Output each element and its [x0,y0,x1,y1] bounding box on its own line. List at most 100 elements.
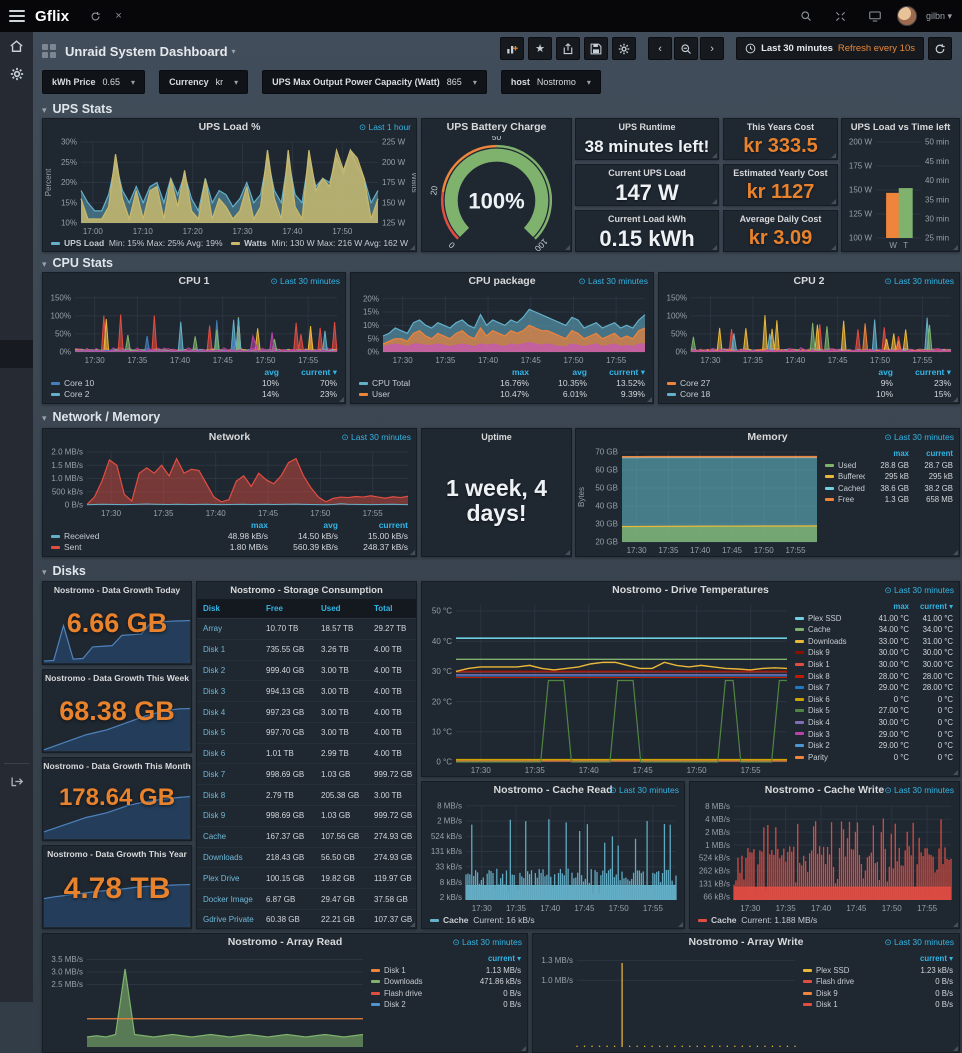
disk-link[interactable]: Disk 2 [197,661,260,682]
search-icon[interactable] [800,10,812,22]
disk-link[interactable]: Disk 3 [197,681,260,703]
variable-kwh-price[interactable]: kWh Price 0.65 ▾ [42,70,146,94]
sidebar-item-settings[interactable] [0,60,33,88]
sidebar-item-app-ubiquiti[interactable] [0,452,33,480]
row-ups-stats[interactable]: ▾ UPS Stats [42,102,113,116]
sidebar-item-app-shield[interactable] [0,368,33,396]
panel-time-link[interactable]: ⊙ Last 30 minutes [452,937,523,947]
legend-item[interactable]: Cache Current: 16 kB/s [430,915,535,925]
legend-item[interactable]: Disk 8 [795,671,865,683]
legend-item[interactable]: Disk 9 [803,988,889,1000]
sidebar-item-app-light[interactable] [0,228,33,256]
legend-item[interactable]: CPU Total [359,378,471,389]
disk-link[interactable]: Disk 1 [197,640,260,661]
share-button[interactable] [556,37,581,60]
disk-link[interactable]: Docker Image [197,889,260,910]
save-button[interactable] [584,37,609,60]
panel-time-link[interactable]: ⊙ Last 30 minutes [270,276,341,286]
disk-link[interactable]: Disk 9 [197,806,260,827]
close-icon[interactable]: × [115,10,122,22]
legend-item[interactable]: Disk 1 [795,659,865,671]
legend-item[interactable]: Buffered [825,471,865,483]
add-panel-button[interactable] [500,37,525,60]
sidebar-item-app-drop[interactable] [0,676,33,704]
variable-ups-max-output[interactable]: UPS Max Output Power Capacity (Watt) 865 ▾ [262,70,487,94]
legend-item[interactable]: Disk 5 [795,705,865,717]
disk-link[interactable]: Gdrive Private [197,910,260,928]
settings-button[interactable] [612,37,637,60]
legend-item[interactable]: Downloads [795,636,865,648]
legend-item[interactable]: Disk 4 [795,717,865,729]
disk-link[interactable]: Disk 8 [197,785,260,807]
sidebar-item-app-helm[interactable] [0,823,33,851]
sidebar-item-app-unifi-green[interactable] [0,480,33,508]
legend-item[interactable]: Core 18 [667,389,835,400]
legend-item[interactable]: Sent [51,542,198,553]
panel-time-link[interactable]: ⊙ Last 1 hour [358,122,411,132]
sidebar-item-app-gitlab[interactable] [0,592,33,620]
brand-logo[interactable]: Gflix [35,7,70,25]
time-range-picker[interactable]: Last 30 minutes Refresh every 10s [736,37,924,60]
menu-icon[interactable] [9,10,25,22]
variable-host[interactable]: host Nostromo ▾ [500,70,601,94]
sidebar-item-app-lazy[interactable] [0,648,33,676]
panel-time-link[interactable]: ⊙ Last 30 minutes [578,276,649,286]
sidebar-item-app-jacket[interactable] [0,732,33,760]
sidebar-item-app-homeassistant[interactable] [0,564,33,592]
refresh-icon[interactable] [90,11,101,22]
legend-item[interactable]: Flash drive [803,976,889,988]
disk-link[interactable]: Plex Drive [197,868,260,890]
disk-link[interactable]: Downloads [197,848,260,869]
sidebar-item-app-traffic[interactable] [0,536,33,564]
sidebar-item-app-tautulli[interactable] [0,88,33,116]
sidebar-item-app-gear-orange[interactable] [0,340,33,368]
row-network-memory[interactable]: ▾ Network / Memory [42,410,161,424]
legend-item[interactable]: Disk 1 [803,999,889,1011]
sidebar-item-home[interactable] [0,32,33,60]
sidebar-item-app-media[interactable] [0,144,33,172]
legend-item[interactable]: Cache Current: 1.188 MB/s [698,915,817,925]
legend-item[interactable]: Free [825,494,865,506]
panel-time-link[interactable]: ⊙ Last 30 minutes [884,585,955,595]
legend-item[interactable]: Watts Min: 130 W Max: 216 W Avg: 162 W [231,238,408,248]
time-back-button[interactable]: ‹ [648,37,673,60]
sidebar-item-app-sushi[interactable] [0,508,33,536]
sidebar-item-app-gray-red[interactable] [0,396,33,424]
sidebar-item-app-yellow[interactable] [0,256,33,284]
dashboard-icon[interactable] [42,43,57,59]
panel-time-link[interactable]: ⊙ Last 30 minutes [609,785,680,795]
legend-item[interactable]: Core 2 [51,389,221,400]
legend-item[interactable]: Disk 3 [795,729,865,741]
refresh-dashboard-button[interactable] [928,37,952,60]
legend-item[interactable]: Disk 2 [795,740,865,752]
fullscreen-icon[interactable] [835,11,846,22]
avatar[interactable] [896,6,917,26]
legend-item[interactable]: Core 27 [667,378,835,389]
zoom-out-button[interactable] [674,37,699,60]
sidebar-item-app-sab[interactable] [0,704,33,732]
legend-item[interactable]: Cached [825,483,865,495]
legend-item[interactable]: Parity [795,752,865,764]
panel-time-link[interactable]: ⊙ Last 30 minutes [884,937,955,947]
legend-item[interactable]: Disk 6 [795,694,865,706]
time-forward-button[interactable]: › [700,37,725,60]
legend-item[interactable]: Received [51,531,198,542]
legend-item[interactable]: Core 10 [51,378,221,389]
disk-link[interactable]: Array [197,619,260,640]
dashboard-title[interactable]: Unraid System Dashboard [65,43,228,59]
legend-item[interactable]: Flash drive [371,988,457,1000]
row-cpu-stats[interactable]: ▾ CPU Stats [42,256,113,270]
sidebar-item-app-green[interactable] [0,284,33,312]
sidebar-item-app-cloud[interactable] [0,172,33,200]
legend-item[interactable]: Plex SSD [803,965,889,977]
legend-item[interactable]: Plex SSD [795,613,865,625]
legend-item[interactable]: Disk 2 [371,999,457,1011]
legend-item[interactable]: Disk 9 [795,647,865,659]
legend-item[interactable]: Cache [795,624,865,636]
panel-time-link[interactable]: ⊙ Last 30 minutes [341,432,412,442]
sidebar-item-app-shield-down[interactable] [0,620,33,648]
sidebar-item-app-search[interactable] [0,200,33,228]
star-button[interactable]: ★ [528,37,553,60]
variable-currency[interactable]: Currency kr ▾ [159,70,249,94]
legend-item[interactable]: Disk 1 [371,965,457,977]
